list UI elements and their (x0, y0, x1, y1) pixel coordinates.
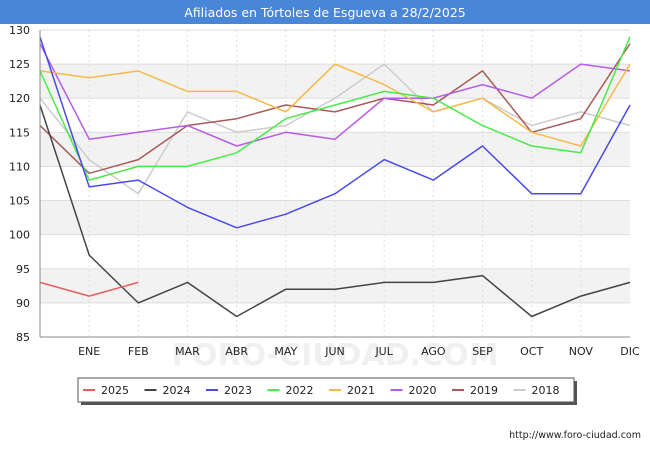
x-tick-feb: FEB (128, 345, 149, 358)
x-tick-mar: MAR (175, 345, 200, 358)
source-url: http://www.foro-ciudad.com (509, 430, 641, 441)
legend-box (77, 377, 575, 403)
legend-label-2018: 2018 (532, 384, 560, 397)
series-line-2024 (39, 104, 631, 318)
x-tick-sep: SEP (472, 345, 493, 358)
series-line-2018 (39, 63, 631, 195)
y-tick-105: 105 (9, 195, 30, 208)
x-tick-may: MAY (274, 345, 297, 358)
legend-label-2021: 2021 (347, 384, 375, 397)
x-tick-nov: NOV (569, 345, 594, 358)
x-tick-oct: OCT (520, 345, 543, 358)
legend-label-2019: 2019 (470, 384, 498, 397)
y-tick-85: 85 (16, 331, 30, 344)
x-tick-jul: JUL (374, 345, 393, 358)
legend-label-2020: 2020 (409, 384, 437, 397)
legend-label-2023: 2023 (224, 384, 252, 397)
x-tick-jun: JUN (324, 345, 345, 358)
watermark-text: FORO-CIUDAD.COM (172, 338, 499, 373)
legend-label-2024: 2024 (163, 384, 191, 397)
y-tick-labels: 85 90 95 100 105 110 115 120 125 130 (9, 24, 30, 344)
x-tick-ago: AGO (421, 345, 446, 358)
series-line-2021 (39, 63, 631, 147)
y-tick-120: 120 (9, 92, 30, 105)
legend-label-2025: 2025 (101, 384, 129, 397)
y-tick-125: 125 (9, 58, 30, 71)
y-tick-115: 115 (9, 126, 30, 139)
background-bands (40, 64, 630, 303)
legend-label-2022: 2022 (286, 384, 314, 397)
legend: 2025 2024 2023 2022 2021 2020 2019 2018 (77, 377, 577, 405)
y-tick-100: 100 (9, 229, 30, 242)
series-line-2025 (39, 281, 139, 297)
y-tick-95: 95 (16, 263, 30, 276)
x-tick-labels: ENE FEB MAR ABR MAY JUN JUL AGO SEP OCT NOV DIC (78, 345, 640, 358)
series-lines (39, 36, 631, 318)
x-tick-abr: ABR (225, 345, 248, 358)
series-line-2020 (39, 43, 631, 147)
y-tick-130: 130 (9, 24, 30, 37)
y-tick-90: 90 (16, 297, 30, 310)
x-tick-ene: ENE (78, 345, 100, 358)
chart-title: Afiliados en Tórtoles de Esgueva a 28/2/… (0, 0, 650, 24)
y-tick-110: 110 (9, 160, 30, 173)
axes (39, 30, 630, 338)
series-line-2022 (39, 36, 631, 181)
series-line-2023 (39, 36, 631, 229)
x-tick-dic: DIC (620, 345, 640, 358)
